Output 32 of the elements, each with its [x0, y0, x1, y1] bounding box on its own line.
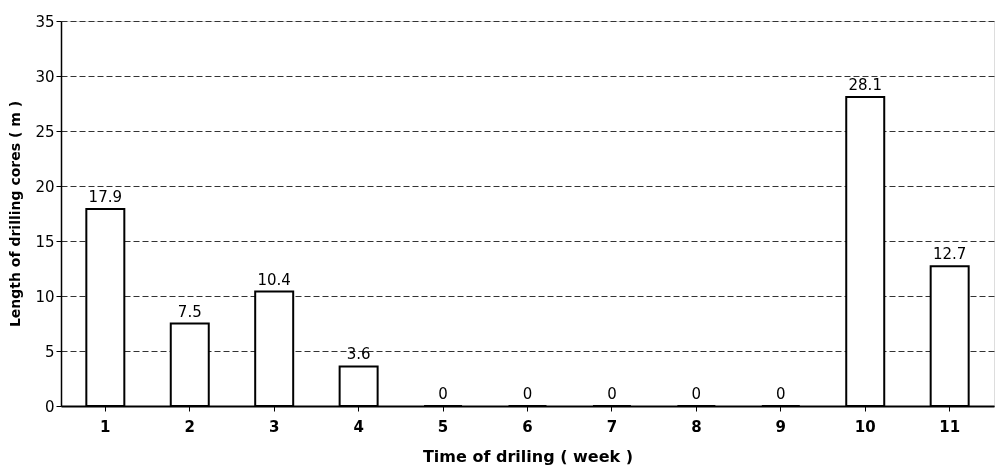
data-label: 0 — [691, 385, 702, 403]
x-tick-label: 8 — [691, 417, 702, 436]
x-tick-label: 4 — [353, 417, 364, 436]
data-label: 0 — [438, 385, 448, 403]
x-tick-label: 3 — [268, 417, 280, 436]
y-tick-label: 15 — [35, 232, 55, 251]
data-label: 10.4 — [257, 270, 291, 289]
y-tick-label: 20 — [35, 177, 55, 196]
y-tick-label: 0 — [44, 397, 55, 416]
data-label: 0 — [776, 385, 786, 403]
y-tick-label: 25 — [35, 122, 55, 141]
x-tick-label: 9 — [775, 417, 787, 436]
x-tick-label: 2 — [184, 417, 195, 436]
data-label: 17.9 — [88, 188, 123, 207]
x-axis-title: Time of driling ( week ) — [422, 446, 634, 466]
data-label: 28.1 — [848, 75, 882, 94]
x-tick-label: 6 — [522, 417, 533, 436]
y-tick-label: 10 — [35, 287, 55, 306]
y-tick-label: 30 — [35, 67, 55, 86]
x-tick-label: 11 — [939, 417, 961, 436]
data-label: 0 — [607, 385, 617, 403]
x-tick-label: 1 — [100, 417, 111, 436]
x-tick-label: 5 — [437, 417, 449, 436]
y-axis-title: Length of drilling cores ( m ) — [7, 100, 24, 328]
data-label: 0 — [522, 385, 533, 403]
y-tick-label: 35 — [35, 12, 55, 31]
x-tick-label: 7 — [606, 417, 618, 436]
data-label: 12.7 — [932, 245, 967, 264]
y-tick-label: 5 — [44, 342, 55, 361]
data-label: 7.5 — [177, 302, 202, 321]
x-tick-label: 10 — [854, 417, 876, 436]
data-label: 3.6 — [346, 345, 371, 364]
